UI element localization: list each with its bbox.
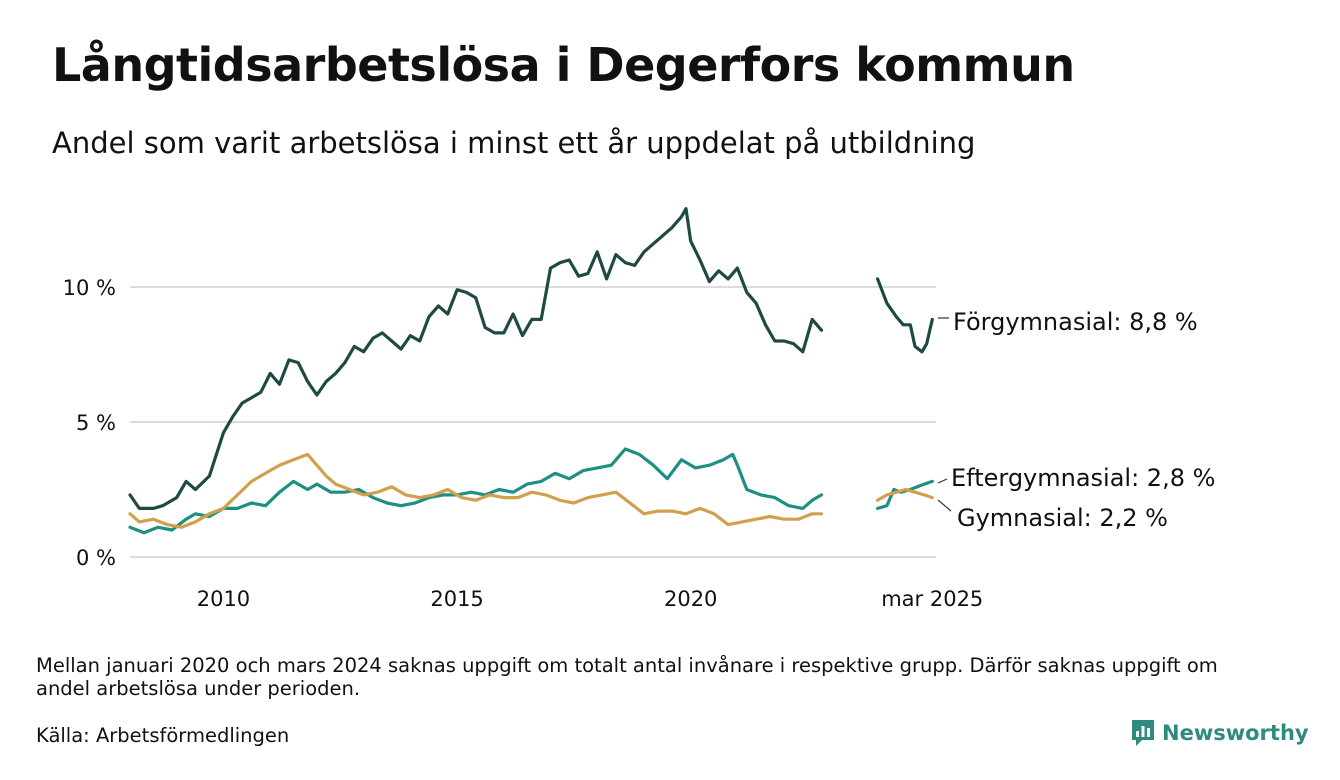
x-tick-label-1: 2015 bbox=[430, 587, 483, 611]
newsworthy-logo-icon bbox=[1132, 720, 1154, 746]
y-tick-label-0: 0 % bbox=[76, 546, 116, 570]
series-label-eftergymnasial: Eftergymnasial: 2,8 % bbox=[951, 464, 1215, 492]
series-line-gymnasial-1 bbox=[876, 487, 934, 502]
gridlines bbox=[130, 286, 936, 558]
series-label-gymnasial: Gymnasial: 2,2 % bbox=[957, 504, 1168, 532]
newsworthy-logo: Newsworthy bbox=[1130, 718, 1309, 748]
source-note: Källa: Arbetsförmedlingen bbox=[36, 724, 290, 747]
x-axis-ticks: 2010 2015 2020 mar 2025 bbox=[197, 587, 984, 611]
footnote: Mellan januari 2020 och mars 2024 saknas… bbox=[36, 654, 1218, 700]
series-label-f-rgymnasial: Förgymnasial: 8,8 % bbox=[953, 308, 1198, 336]
series-line-gymnasial-0 bbox=[128, 452, 824, 529]
line-chart: 0 % 5 % 10 % 2010 2015 2020 mar 2025 Förgymna… bbox=[63, 207, 1215, 611]
series-labels: Förgymnasial: 8,8 % Eftergymnasial: 2,8 %… bbox=[937, 308, 1215, 532]
y-tick-label-2: 10 % bbox=[63, 276, 116, 300]
series-line-f-rgymnasial-0 bbox=[128, 207, 824, 510]
series-line-eftergymnasial-0 bbox=[128, 447, 824, 535]
x-tick-label-0: 2010 bbox=[197, 587, 250, 611]
y-tick-label-1: 5 % bbox=[76, 411, 116, 435]
newsworthy-logo-text: Newsworthy bbox=[1162, 721, 1309, 745]
series-line-f-rgymnasial-1 bbox=[876, 277, 934, 354]
label-connector-gymnasial bbox=[937, 499, 952, 512]
x-tick-label-3: mar 2025 bbox=[881, 587, 983, 611]
label-connector-eftergymnasial bbox=[937, 478, 948, 484]
chart-title: Långtidsarbetslösa i Degerfors kommun bbox=[52, 38, 1075, 92]
chart-subtitle: Andel som varit arbetslösa i minst ett å… bbox=[52, 126, 976, 160]
series-lines bbox=[128, 207, 934, 535]
y-axis-ticks: 0 % 5 % 10 % bbox=[63, 276, 116, 570]
x-tick-label-2: 2020 bbox=[664, 587, 717, 611]
